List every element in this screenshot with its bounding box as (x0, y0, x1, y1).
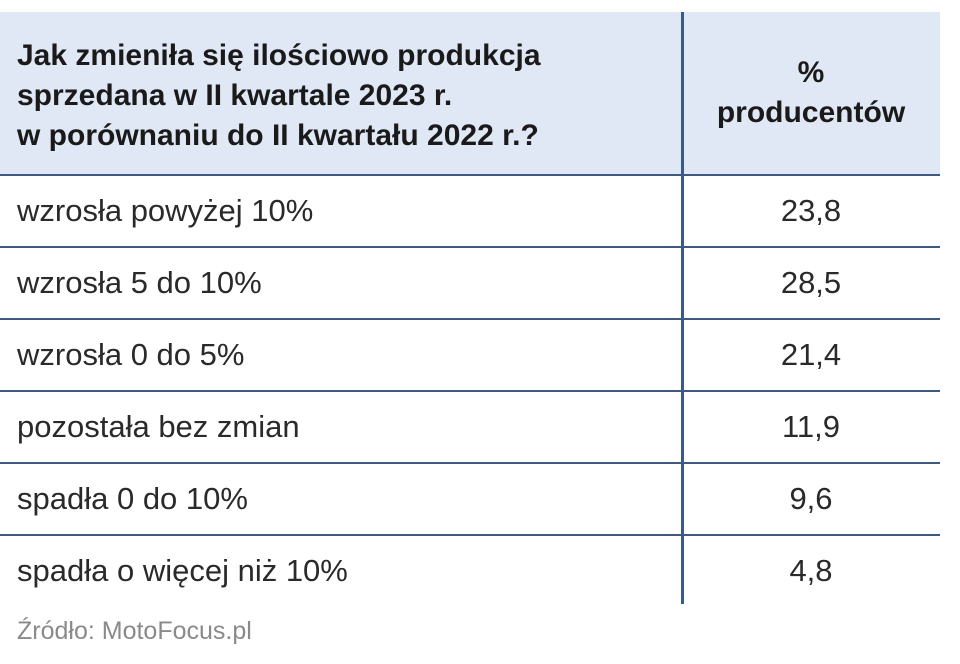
row-value: 23,8 (780, 193, 842, 228)
table-row: wzrosła powyżej 10% 23,8 (0, 176, 940, 248)
source-note: Źródło: MotoFocus.pl (17, 617, 252, 645)
table-row: wzrosła 0 do 5% 21,4 (0, 320, 940, 392)
row-value: 28,5 (780, 265, 842, 300)
question-line: sprzedana w II kwartale 2023 r. (17, 79, 453, 112)
question-header: Jak zmieniła się ilościowo produkcja spr… (0, 12, 682, 174)
row-label: spadła o więcej niż 10% (17, 553, 348, 588)
question-line: Jak zmieniła się ilościowo produkcja (17, 39, 541, 72)
table-row: spadła o więcej niż 10% 4,8 (0, 536, 940, 606)
table-row: pozostała bez zmian 11,9 (0, 392, 940, 464)
percent-header-line: % (797, 56, 825, 89)
table-row: wzrosła 5 do 10% 28,5 (0, 248, 940, 320)
row-label: wzrosła powyżej 10% (17, 193, 314, 228)
row-label: wzrosła 5 do 10% (17, 265, 262, 300)
row-value: 9,6 (789, 481, 833, 516)
percent-header: % producentów (682, 12, 940, 174)
table-header: Jak zmieniła się ilościowo produkcja spr… (0, 12, 940, 176)
row-value: 11,9 (781, 409, 841, 444)
percent-header-line: producentów (716, 96, 906, 129)
row-value: 4,8 (789, 553, 833, 588)
row-label: spadła 0 do 10% (17, 481, 248, 516)
row-label: wzrosła 0 do 5% (17, 337, 245, 372)
row-value: 21,4 (780, 337, 842, 372)
question-line: w porównaniu do II kwartału 2022 r.? (17, 119, 539, 152)
table-row: spadła 0 do 10% 9,6 (0, 464, 940, 536)
row-label: pozostała bez zmian (17, 409, 300, 444)
survey-table: Jak zmieniła się ilościowo produkcja spr… (0, 12, 940, 606)
column-divider (681, 12, 684, 604)
